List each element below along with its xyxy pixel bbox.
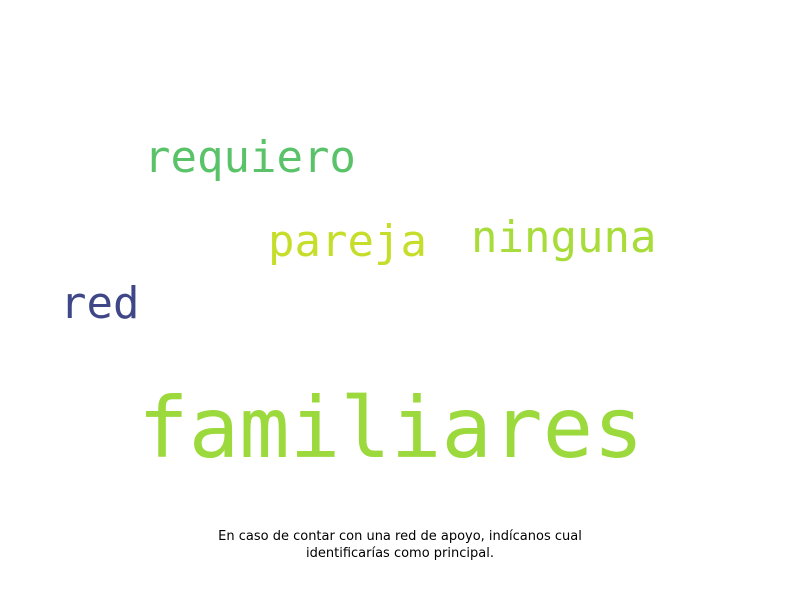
word-pareja: pareja <box>268 216 427 267</box>
caption: En caso de contar con una red de apoyo, … <box>150 528 650 562</box>
word-red: red <box>60 278 140 329</box>
word-ninguna: ninguna <box>471 212 657 263</box>
word-requiero: requiero <box>144 132 356 183</box>
caption-line-2: identificarías como principal. <box>306 546 494 561</box>
caption-line-1: En caso de contar con una red de apoyo, … <box>218 529 582 544</box>
word-familiares: familiares <box>138 379 644 477</box>
